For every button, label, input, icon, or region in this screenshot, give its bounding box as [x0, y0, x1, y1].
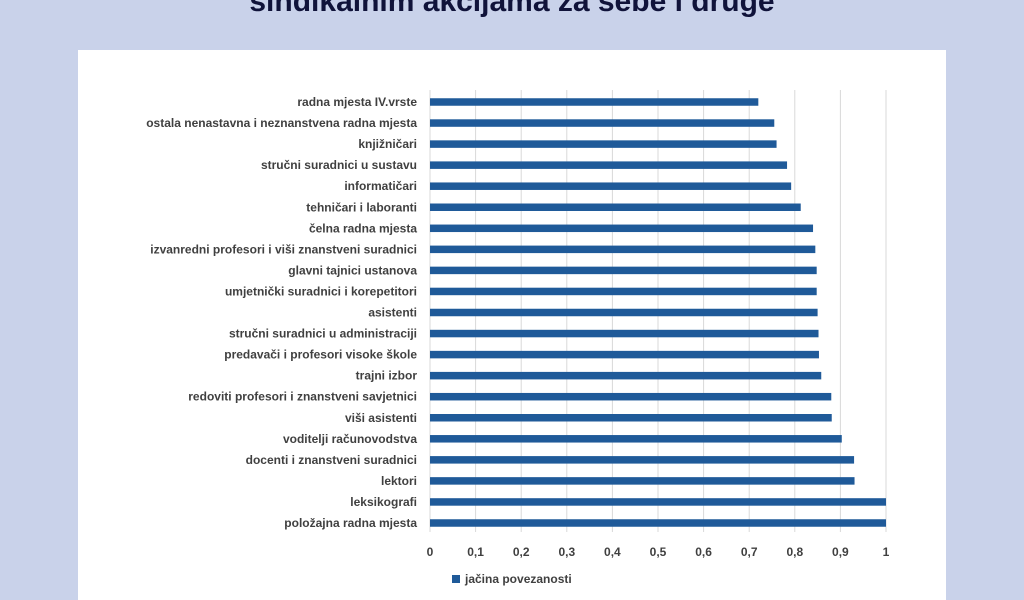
- bar: [430, 435, 842, 443]
- legend-swatch: [452, 575, 460, 583]
- bar: [430, 224, 814, 233]
- category-label: tehničari i laboranti: [306, 200, 417, 214]
- legend: jačina povezanosti: [452, 572, 572, 586]
- bar: [430, 498, 886, 506]
- category-label: docenti i znanstveni suradnici: [246, 453, 417, 467]
- bar: [430, 519, 886, 527]
- bar: [430, 414, 832, 422]
- bar: [430, 308, 818, 317]
- category-label: viši asistenti: [345, 411, 417, 425]
- category-label: trajni izbor: [356, 369, 418, 383]
- bar: [430, 287, 817, 296]
- bar: [430, 266, 817, 275]
- x-tick-label: 1: [883, 545, 890, 559]
- bar: [430, 119, 775, 127]
- bar: [430, 329, 819, 338]
- category-labels: radna mjesta IV.vrste ostala nenastavna i…: [146, 95, 417, 530]
- x-tick-label: 0,5: [650, 545, 667, 559]
- x-tick-label: 0,1: [467, 545, 484, 559]
- category-label: asistenti: [368, 306, 417, 320]
- bar: [430, 245, 816, 254]
- category-label: predavači i profesori visoke škole: [224, 348, 417, 362]
- bar: [430, 161, 788, 169]
- bar: [430, 371, 822, 380]
- category-label: radna mjesta IV.vrste: [297, 95, 417, 109]
- x-tick-label: 0,9: [832, 545, 849, 559]
- x-tick-label: 0,7: [741, 545, 758, 559]
- category-label: čelna radna mjesta: [309, 221, 417, 235]
- bar: [430, 350, 819, 359]
- bar: [430, 182, 792, 190]
- category-label: stručni suradnici u administraciji: [229, 327, 417, 341]
- x-axis-ticks: 0 0,1 0,2 0,3 0,4 0,5 0,6 0,7 0,8 0,9 1: [427, 545, 890, 559]
- bar: [430, 98, 759, 106]
- category-label: voditelji računovodstva: [283, 432, 417, 446]
- chart-panel: radna mjesta IV.vrste ostala nenastavna i…: [78, 50, 946, 600]
- category-label: glavni tajnici ustanova: [288, 263, 417, 277]
- category-label: stručni suradnici u sustavu: [261, 158, 417, 172]
- x-tick-label: 0,8: [786, 545, 803, 559]
- bar: [430, 456, 855, 464]
- bar: [430, 140, 777, 148]
- legend-label: jačina povezanosti: [465, 572, 572, 586]
- category-label: izvanredni profesori i viši znanstveni s…: [150, 242, 417, 256]
- category-label: umjetnički suradnici i korepetitori: [225, 284, 417, 298]
- category-label: knjižničari: [358, 137, 417, 151]
- bar: [430, 477, 855, 485]
- category-label: lektori: [381, 474, 417, 488]
- x-tick-label: 0,4: [604, 545, 621, 559]
- x-tick-label: 0: [427, 545, 434, 559]
- category-label: redoviti profesori i znanstveni savjetni…: [188, 390, 417, 404]
- bar: [430, 203, 801, 211]
- x-tick-label: 0,6: [695, 545, 712, 559]
- category-label: ostala nenastavna i neznanstvena radna m…: [146, 116, 417, 130]
- category-label: informatičari: [344, 179, 417, 193]
- x-tick-label: 0,2: [513, 545, 530, 559]
- x-tick-label: 0,3: [558, 545, 575, 559]
- category-label: položajna radna mjesta: [284, 516, 417, 530]
- bar: [430, 392, 832, 401]
- bars: [430, 98, 886, 527]
- slide-title: sindikalnim akcijama za sebe i druge: [249, 0, 775, 18]
- bar-chart: radna mjesta IV.vrste ostala nenastavna i…: [146, 90, 890, 559]
- category-label: leksikografi: [350, 495, 417, 509]
